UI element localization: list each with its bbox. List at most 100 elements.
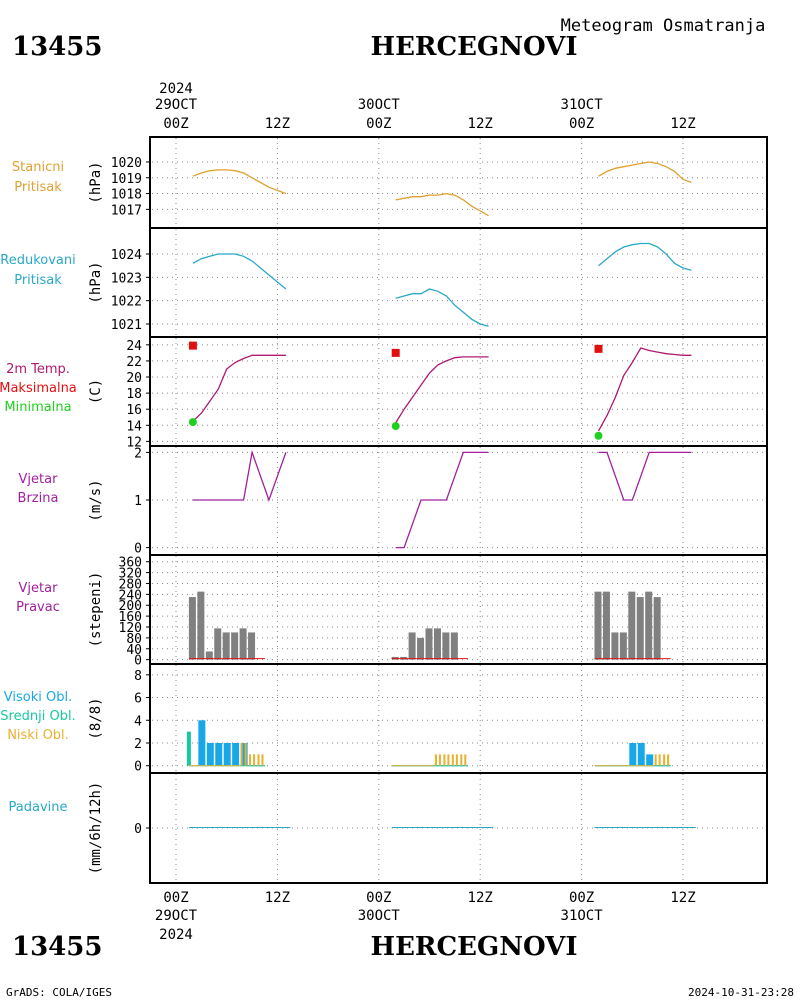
ytick-label-station_pressure-0: 1017 [111, 203, 142, 218]
precip-bar-10 [273, 827, 282, 828]
precip-bar-21 [467, 827, 477, 828]
cloud-bar-0-1 [198, 720, 206, 766]
ytick-label-reduced_pressure-2: 1023 [111, 271, 142, 286]
panel-label-reduced_pressure-1: Pritisak [14, 273, 62, 288]
unit-label-wind_speed: (m/s) [88, 479, 104, 521]
year-label-top: 2024 [159, 81, 193, 97]
ytick-label-wind_direction-1: 40 [126, 643, 142, 658]
top-date-label-2: 30OCT [358, 97, 401, 113]
precip-bar-16 [425, 827, 434, 828]
bottom-time-label-5: 12Z [670, 890, 695, 906]
tmax-marker-0 [188, 341, 197, 350]
station-id-bottom: 13455 [12, 932, 102, 962]
ytick-label-temperature-6: 24 [126, 339, 142, 354]
precip-bar-0 [188, 827, 198, 828]
cloud-bar-2-15-1 [447, 754, 450, 766]
series-line-station_pressure-2 [598, 161, 692, 184]
series-line-reduced_pressure-2 [598, 242, 692, 271]
panel-frame-station_pressure [149, 136, 768, 229]
precip-bar-27 [619, 827, 629, 828]
cloud-bar-2-25-1 [658, 754, 661, 766]
top-time-label-4: 00Z [569, 116, 594, 132]
panel-label-wind_speed-0: Vjetar [19, 472, 59, 487]
ytick-label-wind_direction-7: 280 [119, 577, 142, 592]
top-time-label-5: 12Z [670, 116, 695, 132]
bottom-date-label-2: 30OCT [358, 908, 401, 924]
precip-bar-15 [417, 827, 426, 828]
panel-frame-temperature [149, 336, 768, 447]
cloud-bar-2-15-0 [443, 754, 446, 766]
ytick-label-reduced_pressure-0: 1021 [111, 318, 142, 333]
ytick-label-station_pressure-2: 1019 [111, 172, 142, 187]
unit-label-temperature: (C) [88, 379, 104, 404]
wind-dir-bar-13 [425, 628, 433, 660]
wind-dir-bar-16 [450, 632, 458, 660]
cloud-bar-0-5 [232, 743, 240, 766]
panel-label-wind_direction-0: Vjetar [19, 581, 59, 596]
panel-precipitation: 0 (mm/6h/12h) Padavine [9, 772, 768, 884]
top-date-label-0: 29OCT [155, 97, 198, 113]
precip-bar-17 [433, 827, 443, 828]
precip-bar-2 [205, 827, 215, 828]
wind-dir-bar-11 [408, 632, 416, 660]
bottom-time-label-4: 00Z [569, 890, 594, 906]
cloud-bar-0-6 [240, 743, 248, 766]
bottom-time-axis: 00Z 29OCT 12Z 00Z 30OCT 12Z 00Z 31OCT 12Z [155, 890, 696, 924]
ytick-label-temperature-1: 14 [126, 419, 142, 434]
precip-bar-13 [400, 827, 409, 828]
top-time-label-0: 00Z [163, 116, 188, 132]
precip-bar-9 [264, 827, 274, 828]
top-time-label-2: 00Z [366, 116, 391, 132]
precip-bar-29 [636, 827, 646, 828]
precip-bar-3 [214, 827, 223, 828]
credit-label: GrADS: COLA/IGES [6, 986, 112, 999]
cloud-bar-2-8-1 [261, 754, 264, 766]
cloud-bar-2-14-0 [434, 754, 437, 766]
generated-timestamp: 2024-10-31-23:28 [688, 986, 794, 999]
ytick-label-reduced_pressure-3: 1024 [111, 248, 142, 263]
ytick-label-clouds-0: 0 [134, 760, 142, 775]
cloud-bar-2-6-0 [240, 743, 243, 766]
ytick-label-wind_direction-6: 240 [119, 588, 142, 603]
ytick-label-temperature-0: 12 [126, 435, 142, 450]
wind-dir-bar-3 [214, 628, 222, 660]
wind-dir-bar-7 [248, 632, 256, 660]
panel-label-temperature-2: Minimalna [4, 400, 71, 415]
series-line-wind_speed-0 [192, 449, 287, 502]
unit-label-station_pressure: (hPa) [88, 161, 104, 203]
series-line-wind_speed-1 [395, 451, 489, 549]
wind-dir-bar-2 [205, 651, 213, 660]
ytick-label-station_pressure-1: 1018 [111, 188, 142, 203]
precip-bar-4 [222, 827, 232, 828]
ytick-label-clouds-4: 8 [134, 669, 142, 684]
wind-dir-bar-24 [645, 591, 653, 660]
series-line-temperature-0 [192, 354, 286, 422]
product-title: Meteogram Osmatranja [561, 16, 766, 36]
wind-dir-bar-23 [636, 597, 644, 660]
wind-dir-bar-20 [611, 632, 619, 660]
cloud-bar-0-2 [206, 743, 214, 766]
precip-bar-1 [197, 827, 206, 828]
tmax-marker-2 [594, 344, 603, 353]
panel-reduced_pressure: 1021 1022 1023 1024 (hPa) Redukovani Pritisak [0, 227, 768, 338]
precip-bar-32 [662, 827, 671, 828]
ytick-label-wind_direction-3: 120 [119, 621, 142, 636]
wind-dir-bar-19 [602, 591, 610, 660]
ytick-label-wind_speed-1: 1 [134, 494, 142, 509]
meteogram-panels: 1017101810191020(hPa)StanicniPritisak102… [0, 136, 768, 884]
cloud-bar-1-0 [186, 731, 191, 766]
panel-label-clouds-0: Visoki Obl. [4, 690, 72, 705]
tmin-marker-2 [594, 431, 603, 440]
panel-wind_speed: 0 1 2 (m/s) Vjetar Brzina [18, 445, 768, 557]
precip-bar-28 [628, 827, 637, 828]
ytick-label-clouds-2: 4 [134, 714, 142, 729]
series-line-reduced_pressure-1 [395, 288, 489, 327]
cloud-bar-2-25-0 [654, 754, 657, 766]
cloud-bar-2-26-0 [663, 754, 666, 766]
cloud-bar-2-7-0 [249, 754, 252, 766]
wind-dir-bar-12 [417, 637, 425, 660]
tmin-marker-1 [391, 422, 400, 431]
series-line-temperature-1 [395, 356, 489, 424]
unit-label-wind_direction: (stepeni) [88, 572, 104, 648]
